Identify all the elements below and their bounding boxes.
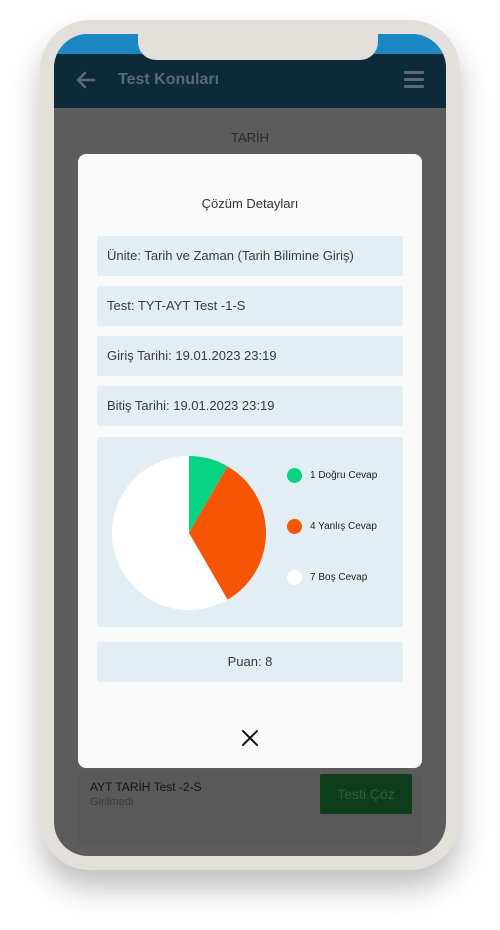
dialog-title: Çözüm Detayları (201, 196, 299, 211)
legend-dot-wrong (287, 519, 302, 534)
section-title: TARİH (230, 130, 270, 145)
legend-label-wrong: 4 Yanlış Cevap (310, 521, 377, 532)
start-date-row: Giriş Tarihi: 19.01.2023 23:19 (97, 336, 403, 376)
test-list-item: AYT TARİH Test -2-S Girilmedi Testi Çöz (78, 774, 422, 846)
app-bar: Test Konuları (54, 54, 446, 108)
end-date-row: Bitiş Tarihi: 19.01.2023 23:19 (97, 386, 403, 426)
result-chart: 1 Doğru Cevap 4 Yanlış Cevap 7 Boş Cevap (97, 437, 403, 627)
pie-slice-correct (189, 456, 228, 533)
score-row: Puan: 8 (97, 642, 403, 682)
solve-test-button[interactable]: Testi Çöz (320, 774, 412, 814)
test-status: Girilmedi (90, 796, 134, 808)
legend-label-empty: 7 Boş Cevap (310, 572, 368, 583)
test-name-row: Test: TYT-AYT Test -1-S (97, 286, 403, 326)
app-screen: Test Konuları TARİH AYT TARİH Test -2-S … (54, 34, 446, 856)
legend-dot-empty (287, 570, 302, 585)
unit-row: Ünite: Tarih ve Zaman (Tarih Bilimine Gi… (97, 236, 403, 276)
arrow-left-icon[interactable] (74, 68, 98, 92)
close-icon[interactable] (238, 726, 262, 750)
pie-slice-empty (112, 456, 228, 610)
phone-notch (138, 20, 378, 60)
hamburger-menu-icon[interactable] (404, 71, 424, 89)
solution-details-dialog: Çözüm Detayları Ünite: Tarih ve Zaman (T… (78, 154, 422, 768)
test-title: AYT TARİH Test -2-S (90, 780, 202, 794)
legend-dot-correct (287, 468, 302, 483)
pie-chart (112, 456, 266, 610)
legend-label-correct: 1 Doğru Cevap (310, 470, 378, 481)
page-title: Test Konuları (118, 71, 220, 88)
